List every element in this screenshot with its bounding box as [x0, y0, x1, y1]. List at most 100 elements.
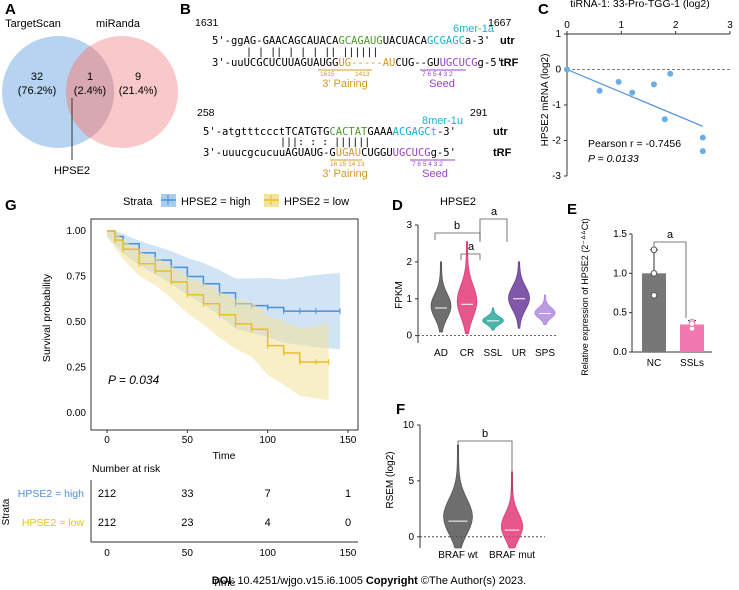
d-y-tick-label: 2: [406, 257, 412, 268]
e-data-point: [650, 246, 658, 254]
site1-seed-type: 6mer-1a: [453, 23, 495, 35]
sig-label-3: a: [491, 206, 498, 218]
panel-e-y-title: Relative expression of HPSE2 (2⁻ᐞᐞCt): [580, 218, 590, 376]
panel-f-sig: b: [482, 428, 488, 440]
km-x-tick-label: 100: [259, 435, 276, 446]
km-y-tick-label: 0.25: [67, 363, 87, 374]
km-axes: 0 50 100 150 0.00 0.25 0.50 0.75 1.00: [67, 218, 359, 446]
km-frame: [90, 218, 359, 431]
panel-g: G Strata HPSE2 = high HPSE2 = low Surviv…: [1, 194, 359, 589]
c-y-tick-label: -1: [552, 100, 561, 111]
venn-overlap: [65, 46, 115, 138]
panel-f-letter: F: [396, 401, 405, 418]
km-y-tick-label: 0.50: [67, 317, 87, 328]
site2-pairing-label: 3' Pairing: [322, 168, 368, 180]
panel-d-sig-brackets: [434, 218, 508, 260]
panel-d: D HPSE2 FPKM 0 1 2 3 AD CR SSL UR SPS b a a: [392, 196, 558, 359]
d-y-tick-label: 1: [406, 294, 412, 305]
f-y-tick-label: 0: [408, 532, 414, 543]
site1-start: 1631: [195, 17, 219, 29]
panel-c-axes: 0 1 2 310-1-2-3: [552, 20, 733, 182]
site1-trf: 3'-uuUCGCUCUUAGUAUGGUG-----AUCUG--GUUGCU…: [212, 57, 503, 69]
risk-cells: 212 212 0 33 23 50 7 4 100 1 0 150: [98, 488, 357, 559]
panel-d-marks: [430, 241, 556, 335]
panel-e-sig: a: [667, 229, 674, 241]
risk-x-title: Time: [213, 577, 236, 589]
e-y-tick-label: 1.5: [613, 229, 627, 240]
e-y-tick-label: 1.0: [613, 268, 627, 279]
site1-pos-purple: 7 6 5 4 3 2: [422, 71, 453, 78]
legend-high-label: HPSE2 = high: [181, 196, 250, 208]
site1-utr-label: utr: [500, 35, 515, 47]
venn-left-pct: (76.2%): [18, 85, 57, 97]
d-x-tick-label: SSL: [484, 348, 503, 359]
panel-b-letter: B: [180, 1, 191, 18]
e-x-tick-label: SSLs: [680, 358, 704, 369]
c-scatter-point: [699, 148, 706, 155]
site2-pos-orange: 16 15 14 13: [330, 161, 365, 168]
risk-x-tick-label: 100: [259, 548, 276, 559]
panel-c-letter: C: [538, 1, 549, 18]
f-x-tick-label: BRAF wt: [438, 550, 478, 561]
panel-a: A TargetScan miRanda 32 (76.2%) 1 (2.4%)…: [2, 1, 178, 177]
panel-c-stat-p: P = 0.0133: [588, 153, 639, 165]
km-x-tick-label: 50: [182, 435, 194, 446]
c-y-tick-label: 1: [555, 29, 561, 40]
risk-high-value: 1: [345, 488, 351, 500]
site1-trf-label: tRF: [500, 57, 519, 69]
panel-c-y-title: HPSE2 mRNA (log2): [540, 54, 551, 147]
panel-f-marks: [443, 444, 524, 549]
c-scatter-point: [667, 70, 674, 77]
f-y-tick-label: 10: [403, 420, 415, 431]
km-band-1: [107, 231, 329, 401]
e-y-tick-label: 0.5: [613, 308, 627, 319]
c-y-tick-label: 0: [555, 65, 561, 76]
sig-bracket-ad-ssl: [434, 232, 481, 240]
d-violin-cr: [456, 241, 478, 335]
risk-high-value: 212: [98, 488, 116, 500]
panel-e-marks: [642, 246, 704, 352]
d-x-tick-label: AD: [434, 348, 448, 359]
legend-high: HPSE2 = high: [161, 194, 250, 208]
risk-strata-label: Strata: [1, 498, 12, 525]
site1-seed-label: Seed: [429, 78, 455, 90]
c-x-tick-label: 0: [564, 20, 570, 31]
footer-citation: DOI: 10.4251/wjgo.v15.i6.1005 Copyright …: [212, 575, 526, 587]
c-scatter-point: [661, 116, 668, 123]
panel-d-axes: 0 1 2 3 AD CR SSL UR SPS: [406, 220, 558, 359]
d-violin-ssl: [482, 307, 504, 331]
f-violin-1: [500, 471, 524, 549]
venn-set2-label: miRanda: [96, 18, 141, 30]
sig-bracket-cr-ssl: [460, 253, 481, 260]
d-x-tick-label: CR: [460, 348, 474, 359]
panel-g-letter: G: [5, 197, 17, 214]
venn-set1-label: TargetScan: [5, 18, 61, 30]
d-x-tick-label: SPS: [535, 348, 555, 359]
site1-utr: 5'-ggAG-GAACAGCAUACAGCAGAUGUACUACAGCGAGC…: [212, 35, 490, 47]
e-data-point: [688, 320, 696, 327]
f-violin-0: [443, 444, 473, 549]
d-violin-ad: [430, 261, 452, 333]
c-scatter-point: [596, 87, 603, 94]
risk-high-value: 7: [265, 488, 271, 500]
risk-low-value: 0: [345, 517, 351, 529]
site2-pos-purple: 7 6 5 4 3 2: [412, 161, 443, 168]
km-curve-0: [107, 230, 340, 312]
c-scatter-point: [615, 78, 622, 85]
c-scatter-point: [629, 89, 636, 96]
venn-right-pct: (21.4%): [119, 85, 158, 97]
d-violin-ur: [508, 261, 530, 329]
c-x-tick-label: 1: [619, 20, 625, 31]
risk-x-tick-label: 50: [182, 548, 194, 559]
panel-b: B 1631 1667 6mer-1a 5'-ggAG-GAACAGCAUACA…: [180, 1, 519, 180]
d-x-tick-label: UR: [512, 348, 526, 359]
km-x-tick-label: 150: [340, 435, 357, 446]
venn-left-count: 32: [31, 71, 43, 83]
c-y-tick-label: -3: [552, 171, 561, 182]
d-violin-sps: [534, 294, 556, 325]
venn-right-count: 9: [135, 71, 141, 83]
site2-utr-label: utr: [493, 126, 508, 138]
risk-low-value: 212: [98, 517, 116, 529]
site1-pos-orange2: 1413: [355, 71, 370, 78]
km-y-tick-label: 0.75: [67, 272, 87, 283]
